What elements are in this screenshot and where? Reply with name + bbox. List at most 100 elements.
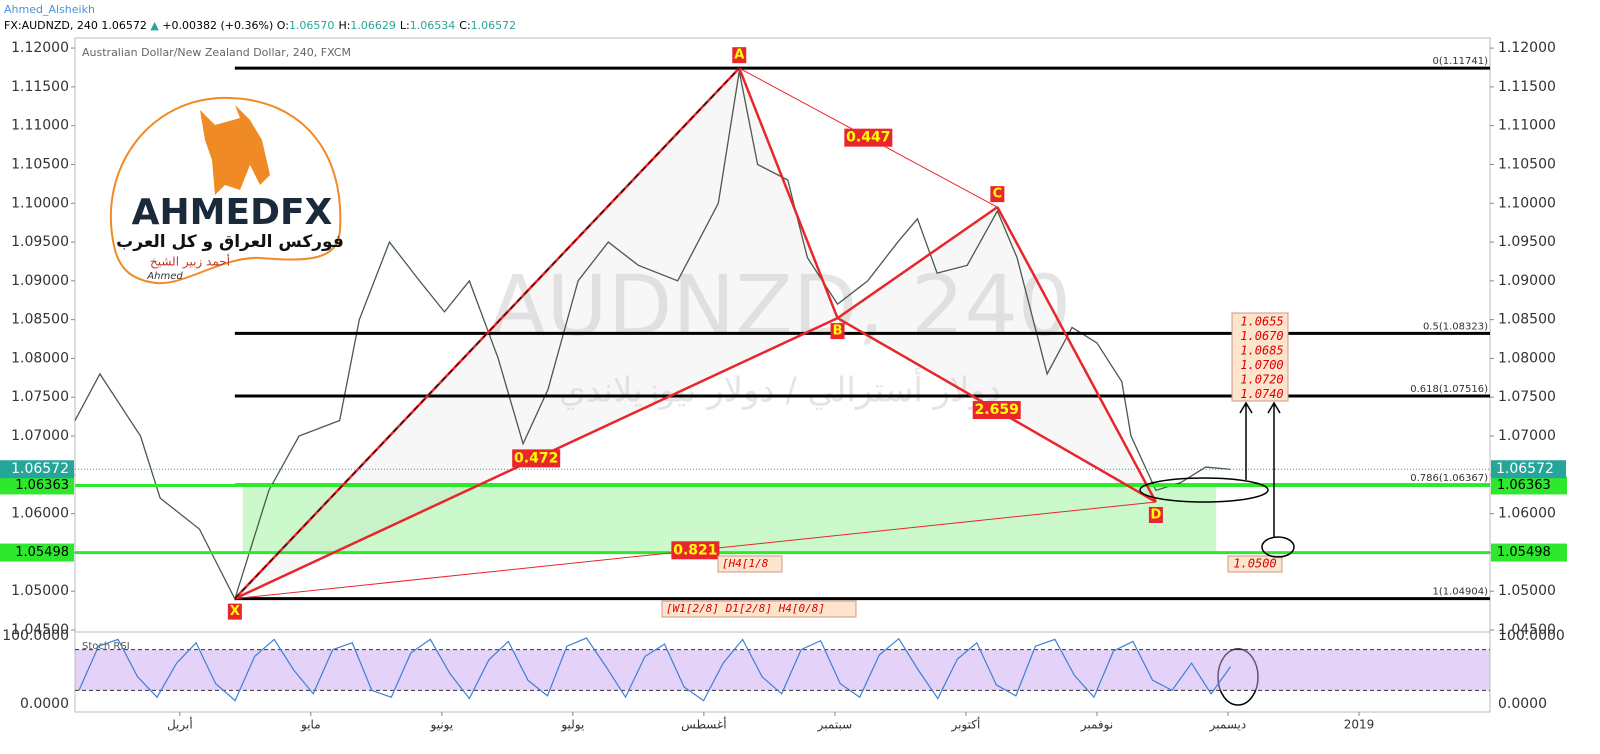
pattern-point-label: A xyxy=(734,48,744,63)
y-tick-label: 1.07500 xyxy=(11,389,69,405)
target-low-label: 1.0500 xyxy=(1233,557,1276,571)
last-price: 1.06572 xyxy=(101,19,147,32)
y-tick-label: 1.08500 xyxy=(1498,312,1556,328)
y-tick-label: 1.06000 xyxy=(11,506,69,522)
price-line xyxy=(74,71,1231,601)
indicator-band xyxy=(75,649,1490,691)
target-label: 1.0740 xyxy=(1240,387,1283,401)
last-price-box xyxy=(1491,460,1566,479)
plot-frame xyxy=(74,37,1491,713)
ohlc-value: 1.06572 xyxy=(470,19,517,32)
ohlc-value: 1.06570 xyxy=(288,19,335,32)
ohlc-key: C: xyxy=(459,19,471,32)
pattern-dash xyxy=(234,67,740,599)
y-tick-label: 1.09500 xyxy=(11,234,69,250)
y-tick-label: 1.11500 xyxy=(1498,79,1556,95)
x-tick-label: 2019 xyxy=(1344,718,1375,732)
logo: AHMEDFX فوركس العراق و كل العرب أحمد زبي… xyxy=(109,96,344,285)
y-tick-label: 1.09500 xyxy=(1498,234,1556,250)
logo-border xyxy=(109,96,342,285)
y-tick-label: 1.07000 xyxy=(11,428,69,444)
x-tick-label: أغسطس xyxy=(681,717,726,733)
quote-line: FX:AUDNZD, 240 1.06572 ▲ +0.00382 (+0.36… xyxy=(4,18,520,34)
y-tick-label: 1.05000 xyxy=(11,583,69,599)
pattern-leg xyxy=(836,206,999,320)
ratio-box xyxy=(972,401,1021,420)
y-tick-label: 1.08500 xyxy=(11,312,69,328)
y-tick-label: 1.11500 xyxy=(11,79,69,95)
y-tick-label: 1.10500 xyxy=(1498,156,1556,172)
pattern-point-label: X xyxy=(230,604,240,619)
x-tick-label: سبتمبر xyxy=(817,718,852,733)
indicator-tick-label: 100.0000 xyxy=(2,628,69,644)
change: +0.00382 (+0.36%) xyxy=(162,19,274,32)
target-label: 1.0720 xyxy=(1240,373,1283,387)
target-box xyxy=(1231,312,1289,402)
y-tick-label: 1.09000 xyxy=(11,273,69,289)
note-label: [H4[1/8 xyxy=(722,557,769,570)
pattern-point-box xyxy=(830,323,845,340)
ratio-box xyxy=(671,541,720,560)
ratio-label: 0.447 xyxy=(846,130,890,146)
last-price-label: 1.06572 xyxy=(1496,461,1554,477)
ohlc-key: H: xyxy=(338,19,351,32)
chart-subtitle: Australian Dollar/New Zealand Dollar, 24… xyxy=(82,46,351,59)
ohlc-value: 1.06629 xyxy=(350,19,396,32)
x-tick-label: يونيو xyxy=(430,718,454,733)
indicator-tick-label: 100.0000 xyxy=(1498,628,1565,644)
zone-label-box xyxy=(0,543,74,562)
watermark-sub: دولار أسترالي / دولار نيوزيلاندي xyxy=(559,368,1001,411)
zone-label-box xyxy=(0,476,74,495)
y-tick-label: 1.09000 xyxy=(1498,273,1556,289)
zone-label-box xyxy=(1491,476,1567,495)
fib-label: 0.5(1.08323) xyxy=(1423,321,1488,332)
annotation-arrow xyxy=(1239,401,1281,537)
y-tick-label: 1.08000 xyxy=(11,350,69,366)
user-name: Ahmed_Alsheikh xyxy=(4,3,95,16)
y-tick-label: 1.12000 xyxy=(11,40,69,56)
x-tick-label: يوليو xyxy=(560,718,584,733)
header: Ahmed_Alsheikh FX:AUDNZD, 240 1.06572 ▲ … xyxy=(4,2,520,34)
fib-label: 0.618(1.07516) xyxy=(1410,384,1488,395)
y-tick-label: 1.06000 xyxy=(1498,506,1556,522)
fib-label: 1(1.04904) xyxy=(1432,587,1488,598)
zone-label: 1.06363 xyxy=(15,478,69,493)
annotation-ellipse xyxy=(1139,477,1269,503)
target-low-box xyxy=(1227,555,1283,573)
annotation-circle xyxy=(1261,536,1295,558)
watermark: AUDNZD, 240 xyxy=(489,257,1071,355)
x-tick-label: مايو xyxy=(300,718,321,733)
y-tick-label: 1.07500 xyxy=(1498,389,1556,405)
ratio-label: 0.821 xyxy=(673,542,717,558)
target-label: 1.0685 xyxy=(1240,344,1283,358)
y-tick-label: 1.04500 xyxy=(1498,622,1556,638)
marks: 1.045001.045001.050001.050001.055001.055… xyxy=(0,40,1567,733)
ohlc-key: L: xyxy=(399,19,410,32)
zone-label-box xyxy=(1491,543,1567,562)
zone-label: 1.05498 xyxy=(1497,545,1551,560)
indicator-tick-label: 0.0000 xyxy=(1498,696,1547,712)
x-tick-label: ديسمبر xyxy=(1209,718,1247,733)
symbol: FX:AUDNZD, 240 xyxy=(4,19,98,32)
ratio-label: 0.472 xyxy=(514,450,558,466)
ohlc-value: 1.06534 xyxy=(409,19,456,32)
logo-tagline: فوركس العراق و كل العرب xyxy=(116,232,344,252)
ratio-label: 2.659 xyxy=(975,402,1019,418)
pattern-point-box xyxy=(227,603,242,620)
zone-label: 1.06363 xyxy=(1497,478,1551,493)
fib-label: 0.786(1.06367) xyxy=(1410,473,1488,484)
y-tick-label: 1.10000 xyxy=(1498,195,1556,211)
logo-signature: Ahmed xyxy=(146,271,183,282)
pattern-point-box xyxy=(1148,506,1163,523)
pattern-point-label: B xyxy=(833,324,843,339)
logo-author: أحمد زبير الشيخ xyxy=(150,254,230,270)
pattern-leg xyxy=(738,67,839,319)
x-tick-label: أبريل xyxy=(167,717,193,733)
indicator-tick-label: 0.0000 xyxy=(20,696,69,712)
last-price-box xyxy=(0,460,74,479)
pattern-point-label: D xyxy=(1151,507,1162,522)
last-price-label: 1.06572 xyxy=(11,461,69,477)
ohlc-key: O: xyxy=(276,19,289,32)
y-tick-label: 1.10000 xyxy=(11,195,69,211)
